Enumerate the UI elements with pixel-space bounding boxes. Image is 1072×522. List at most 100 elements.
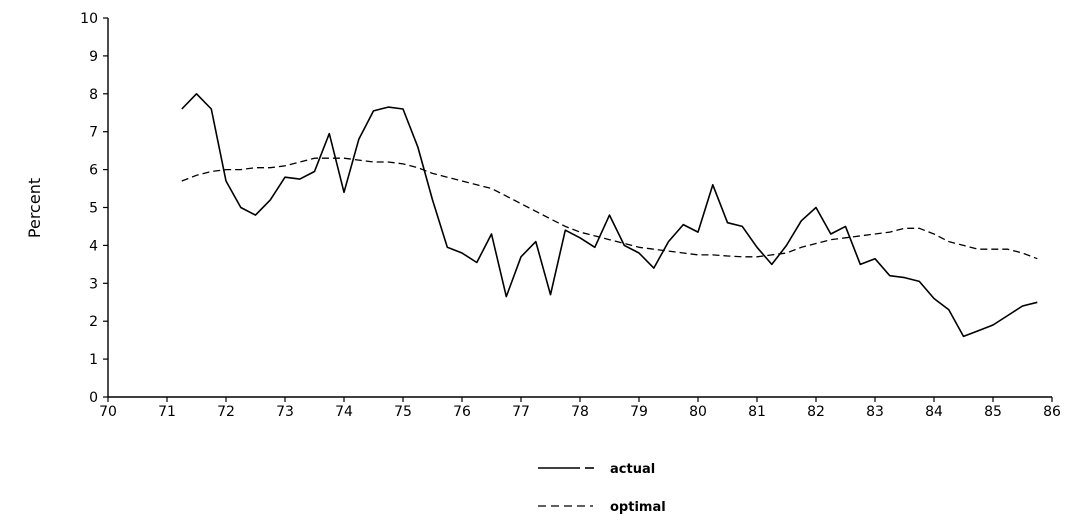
- data-point-optimal: [697, 253, 700, 256]
- data-point-actual: [387, 106, 390, 109]
- data-point-actual: [918, 280, 921, 283]
- data-point-actual: [328, 132, 331, 135]
- data-point-optimal: [888, 231, 891, 234]
- data-point-optimal: [254, 166, 257, 169]
- data-point-optimal: [564, 225, 567, 228]
- x-tick-label: 70: [99, 404, 117, 420]
- data-point-optimal: [741, 255, 744, 258]
- y-axis-title: Percent: [25, 178, 44, 238]
- data-point-actual: [947, 308, 950, 311]
- data-point-actual: [505, 295, 508, 298]
- data-point-optimal: [313, 157, 316, 160]
- data-point-optimal: [357, 159, 360, 162]
- data-point-actual: [180, 107, 183, 110]
- data-point-optimal: [505, 195, 508, 198]
- data-point-actual: [239, 206, 242, 209]
- data-point-optimal: [623, 242, 626, 245]
- data-point-optimal: [343, 157, 346, 160]
- data-point-actual: [815, 206, 818, 209]
- y-tick-label: 6: [89, 163, 98, 179]
- data-point-optimal: [180, 179, 183, 182]
- x-tick-label: 82: [807, 404, 825, 420]
- data-point-optimal: [726, 255, 729, 258]
- data-point-actual: [254, 214, 257, 217]
- legend-item-actual: actual: [538, 462, 655, 477]
- axes: [107, 18, 1052, 398]
- data-point-optimal: [682, 251, 685, 254]
- data-point-actual: [343, 191, 346, 194]
- data-point-optimal: [992, 248, 995, 251]
- data-point-actual: [210, 107, 213, 110]
- data-point-optimal: [859, 234, 862, 237]
- y-axis-ticks: 0 1 2 3 4 5 6 7 8 9 10: [80, 11, 108, 406]
- y-tick-label: 5: [89, 201, 98, 217]
- data-point-optimal: [652, 248, 655, 251]
- data-point-optimal: [756, 255, 759, 258]
- series-line-actual: [181, 93, 1038, 338]
- data-point-optimal: [638, 246, 641, 249]
- y-tick-label: 3: [89, 276, 98, 292]
- legend: actual optimal: [538, 462, 666, 515]
- data-point-optimal: [446, 176, 449, 179]
- data-point-optimal: [298, 161, 301, 164]
- data-point-optimal: [520, 202, 523, 205]
- data-point-actual: [977, 329, 980, 332]
- y-tick-label: 7: [89, 125, 98, 141]
- data-point-actual: [800, 219, 803, 222]
- data-point-actual: [461, 251, 464, 254]
- data-point-optimal: [210, 170, 213, 173]
- data-point-optimal: [1036, 257, 1039, 260]
- data-point-optimal: [844, 236, 847, 239]
- data-point-optimal: [239, 168, 242, 171]
- data-point-actual: [888, 274, 891, 277]
- data-point-actual: [1006, 314, 1009, 317]
- x-tick-label: 72: [217, 404, 235, 420]
- x-tick-label: 85: [984, 404, 1002, 420]
- data-point-optimal: [402, 162, 405, 165]
- x-tick-label: 79: [630, 404, 648, 420]
- data-point-optimal: [387, 161, 390, 164]
- data-point-actual: [638, 251, 641, 254]
- y-tick-label: 2: [89, 314, 98, 330]
- data-point-actual: [785, 244, 788, 247]
- data-point-actual: [992, 323, 995, 326]
- legend-label-actual: actual: [610, 462, 655, 477]
- data-point-optimal: [1021, 251, 1024, 254]
- data-point-actual: [195, 92, 198, 95]
- data-point-optimal: [475, 183, 478, 186]
- series-layer: [180, 92, 1039, 338]
- data-point-optimal: [431, 172, 434, 175]
- data-point-optimal: [962, 244, 965, 247]
- data-point-actual: [520, 255, 523, 258]
- data-point-actual: [475, 261, 478, 264]
- data-point-actual: [298, 178, 301, 181]
- x-tick-label: 83: [866, 404, 884, 420]
- data-point-optimal: [918, 227, 921, 230]
- data-point-actual: [402, 107, 405, 110]
- data-point-actual: [579, 236, 582, 239]
- data-point-actual: [564, 229, 567, 232]
- x-axis-ticks: 70 71 72 73 74 75 76 77 78 79 80 81 82 83 84 85 86: [99, 397, 1061, 420]
- data-point-actual: [697, 231, 700, 234]
- x-tick-label: 74: [335, 404, 353, 420]
- y-tick-label: 1: [89, 352, 98, 368]
- data-point-optimal: [800, 246, 803, 249]
- y-tick-label: 4: [89, 238, 98, 254]
- series-line-optimal: [181, 157, 1038, 260]
- data-point-actual: [357, 138, 360, 141]
- data-point-optimal: [534, 210, 537, 213]
- data-point-optimal: [579, 231, 582, 234]
- data-point-actual: [372, 109, 375, 112]
- y-tick-label: 10: [80, 11, 98, 27]
- x-tick-label: 73: [276, 404, 294, 420]
- data-point-optimal: [667, 250, 670, 253]
- data-point-actual: [874, 257, 877, 260]
- data-point-actual: [1036, 301, 1039, 304]
- data-point-optimal: [977, 248, 980, 251]
- data-point-actual: [829, 233, 832, 236]
- data-point-optimal: [269, 166, 272, 169]
- data-point-actual: [682, 223, 685, 226]
- data-point-actual: [534, 240, 537, 243]
- data-point-optimal: [284, 164, 287, 167]
- data-point-optimal: [461, 179, 464, 182]
